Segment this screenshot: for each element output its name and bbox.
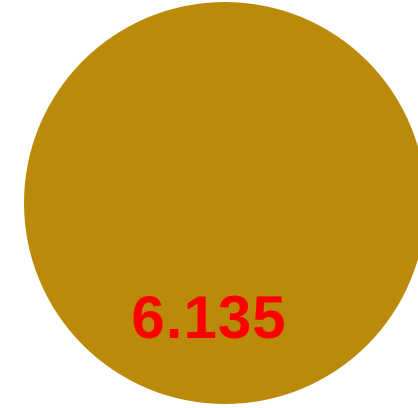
value-label: 6.135 [131,284,287,351]
gold-circle [24,2,418,404]
